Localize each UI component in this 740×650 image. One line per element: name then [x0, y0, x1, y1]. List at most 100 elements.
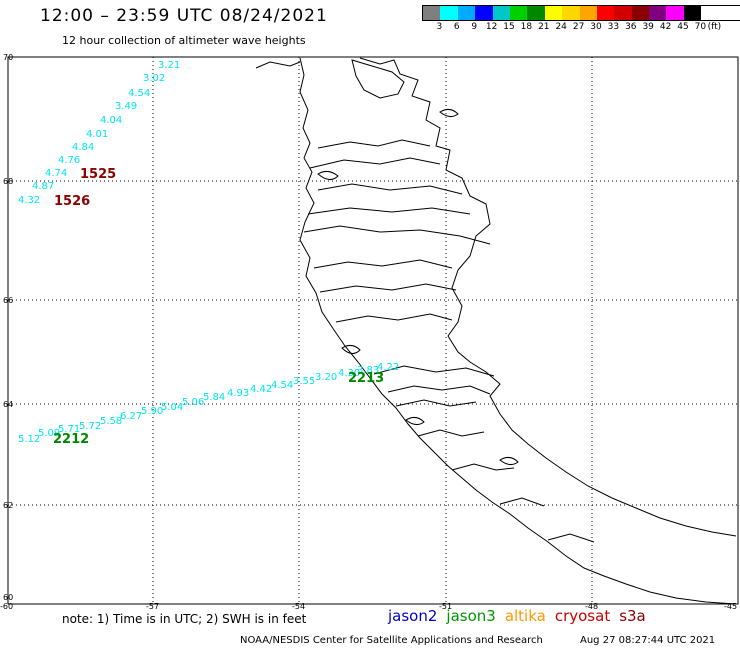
color-swatch	[457, 6, 476, 20]
swh-label: 5.09	[38, 428, 60, 439]
color-swatch	[631, 6, 650, 20]
swh-label: 3.02	[143, 73, 165, 84]
fjord-4	[309, 157, 441, 169]
coastline-inner	[359, 57, 737, 537]
fjord-2	[307, 207, 471, 215]
legend-cryosat: cryosat	[554, 607, 611, 625]
swh-label: 3.21	[158, 60, 180, 71]
color-bar-label: 9	[471, 22, 478, 32]
color-bar-label: 24	[555, 22, 567, 32]
color-bar-swatches	[422, 5, 740, 21]
color-swatch	[666, 6, 684, 20]
graticule	[8, 57, 738, 604]
fjord-9	[373, 365, 495, 377]
color-bar-label: (ft)	[707, 22, 722, 32]
lat-label-60: 60	[3, 593, 13, 602]
swh-label: 3.20	[315, 372, 337, 383]
swh-label: 4.87	[32, 181, 54, 192]
latitude-labels: 70 68 66 64 62 60	[3, 53, 13, 602]
credit-line: NOAA/NESDIS Center for Satellite Applica…	[240, 635, 543, 646]
ice-cap-edge	[255, 59, 405, 99]
swh-label: 5.71	[58, 424, 80, 435]
swh-label: 4.93	[227, 388, 249, 399]
color-bar-label: 18	[520, 22, 533, 32]
color-bar-label: 39	[642, 22, 654, 32]
color-swatch	[614, 6, 632, 20]
track-label-1526: 1526	[54, 194, 90, 209]
generated-timestamp: Aug 27 08:27:44 UTC 2021	[580, 635, 716, 646]
color-swatch	[544, 6, 563, 20]
color-bar-label: 36	[625, 22, 637, 32]
lon-label-45: -45	[724, 602, 737, 611]
greenland-coastline	[255, 57, 737, 605]
lat-label-70: 70	[3, 53, 13, 62]
fjord-7	[319, 283, 457, 293]
swh-label: 3.49	[115, 101, 137, 112]
fjord-11	[395, 399, 477, 407]
island-3	[405, 416, 425, 426]
map-frame	[7, 56, 739, 605]
color-bar-label: 3	[436, 22, 443, 32]
footnote: note: 1) Time is in UTC; 2) SWH is in fe…	[62, 612, 307, 626]
legend-jason3: jason3	[446, 607, 496, 625]
color-bar-label: 27	[572, 22, 585, 32]
fjord-6	[313, 259, 453, 269]
swh-label: 3.55	[293, 376, 315, 387]
swh-label: 5.84	[203, 392, 225, 403]
color-bar-labels: 3 6 9 12 15 18 21 24 27 30 33 36 39 42 45 70 (ft)	[422, 21, 740, 33]
color-bar-label: 42	[659, 22, 672, 32]
swh-label: 4.54	[271, 380, 293, 391]
fjord-15	[547, 533, 595, 543]
legend-s3a: s3a	[619, 607, 646, 625]
fjord-12	[417, 429, 485, 437]
swh-label: 4.76	[58, 155, 80, 166]
swh-label: 4.22	[377, 362, 399, 373]
color-bar-label: 70	[694, 22, 707, 32]
swh-label: 4.30	[338, 368, 360, 379]
color-bar-label: 6	[453, 22, 460, 32]
fjord-5	[317, 139, 431, 149]
chart-subtitle: 12 hour collection of altimeter wave hei…	[62, 34, 306, 47]
swh-label: 3.83	[357, 365, 379, 376]
color-swatch	[527, 6, 545, 20]
swh-label: 5.12	[18, 434, 40, 445]
swh-label: 5.06	[182, 397, 204, 408]
swh-labels-pass-2212: 5.12 5.09 5.71 5.72 5.58 6.27 5.90 5.04 …	[18, 362, 399, 445]
color-swatch	[475, 6, 493, 20]
swh-label: 4.74	[45, 168, 67, 179]
satellite-legend: jason2 jason3 altika cryosat s3a	[388, 607, 655, 625]
color-swatch	[579, 6, 597, 20]
swh-label: 4.84	[72, 142, 94, 153]
swh-label: 6.27	[120, 411, 142, 422]
swh-label: 4.54	[128, 88, 150, 99]
longitude-labels: -60 -57 -54 -51 -48 -45	[0, 602, 737, 611]
lon-label-60: -60	[0, 602, 13, 611]
fjord-8	[335, 313, 453, 323]
island-4	[499, 456, 519, 466]
fjord-1	[303, 225, 491, 245]
lon-label-57: -57	[146, 602, 159, 611]
color-bar-label: 21	[538, 22, 550, 32]
lat-label-66: 66	[3, 296, 13, 305]
legend-altika: altika	[504, 607, 546, 625]
lat-label-68: 68	[3, 177, 13, 186]
color-swatch	[683, 6, 702, 20]
track-label-1525: 1525	[80, 167, 116, 182]
lon-label-54: -54	[292, 602, 305, 611]
color-swatch	[440, 6, 458, 20]
swh-label: 5.04	[161, 402, 183, 413]
legend-jason2: jason2	[388, 607, 438, 625]
swh-label: 4.32	[18, 195, 40, 206]
color-swatch	[562, 6, 580, 20]
swh-label: 4.42	[250, 384, 272, 395]
swh-label: 4.04	[100, 115, 122, 126]
color-swatch	[509, 6, 528, 20]
swh-label: 4.01	[86, 129, 108, 140]
chart-title: 12:00 – 23:59 UTC 08/24/2021	[40, 6, 328, 26]
color-swatch	[492, 6, 510, 20]
island-2	[341, 344, 361, 354]
fjord-13	[451, 463, 515, 471]
color-bar-label: 45	[677, 22, 689, 32]
island-1	[317, 170, 339, 180]
